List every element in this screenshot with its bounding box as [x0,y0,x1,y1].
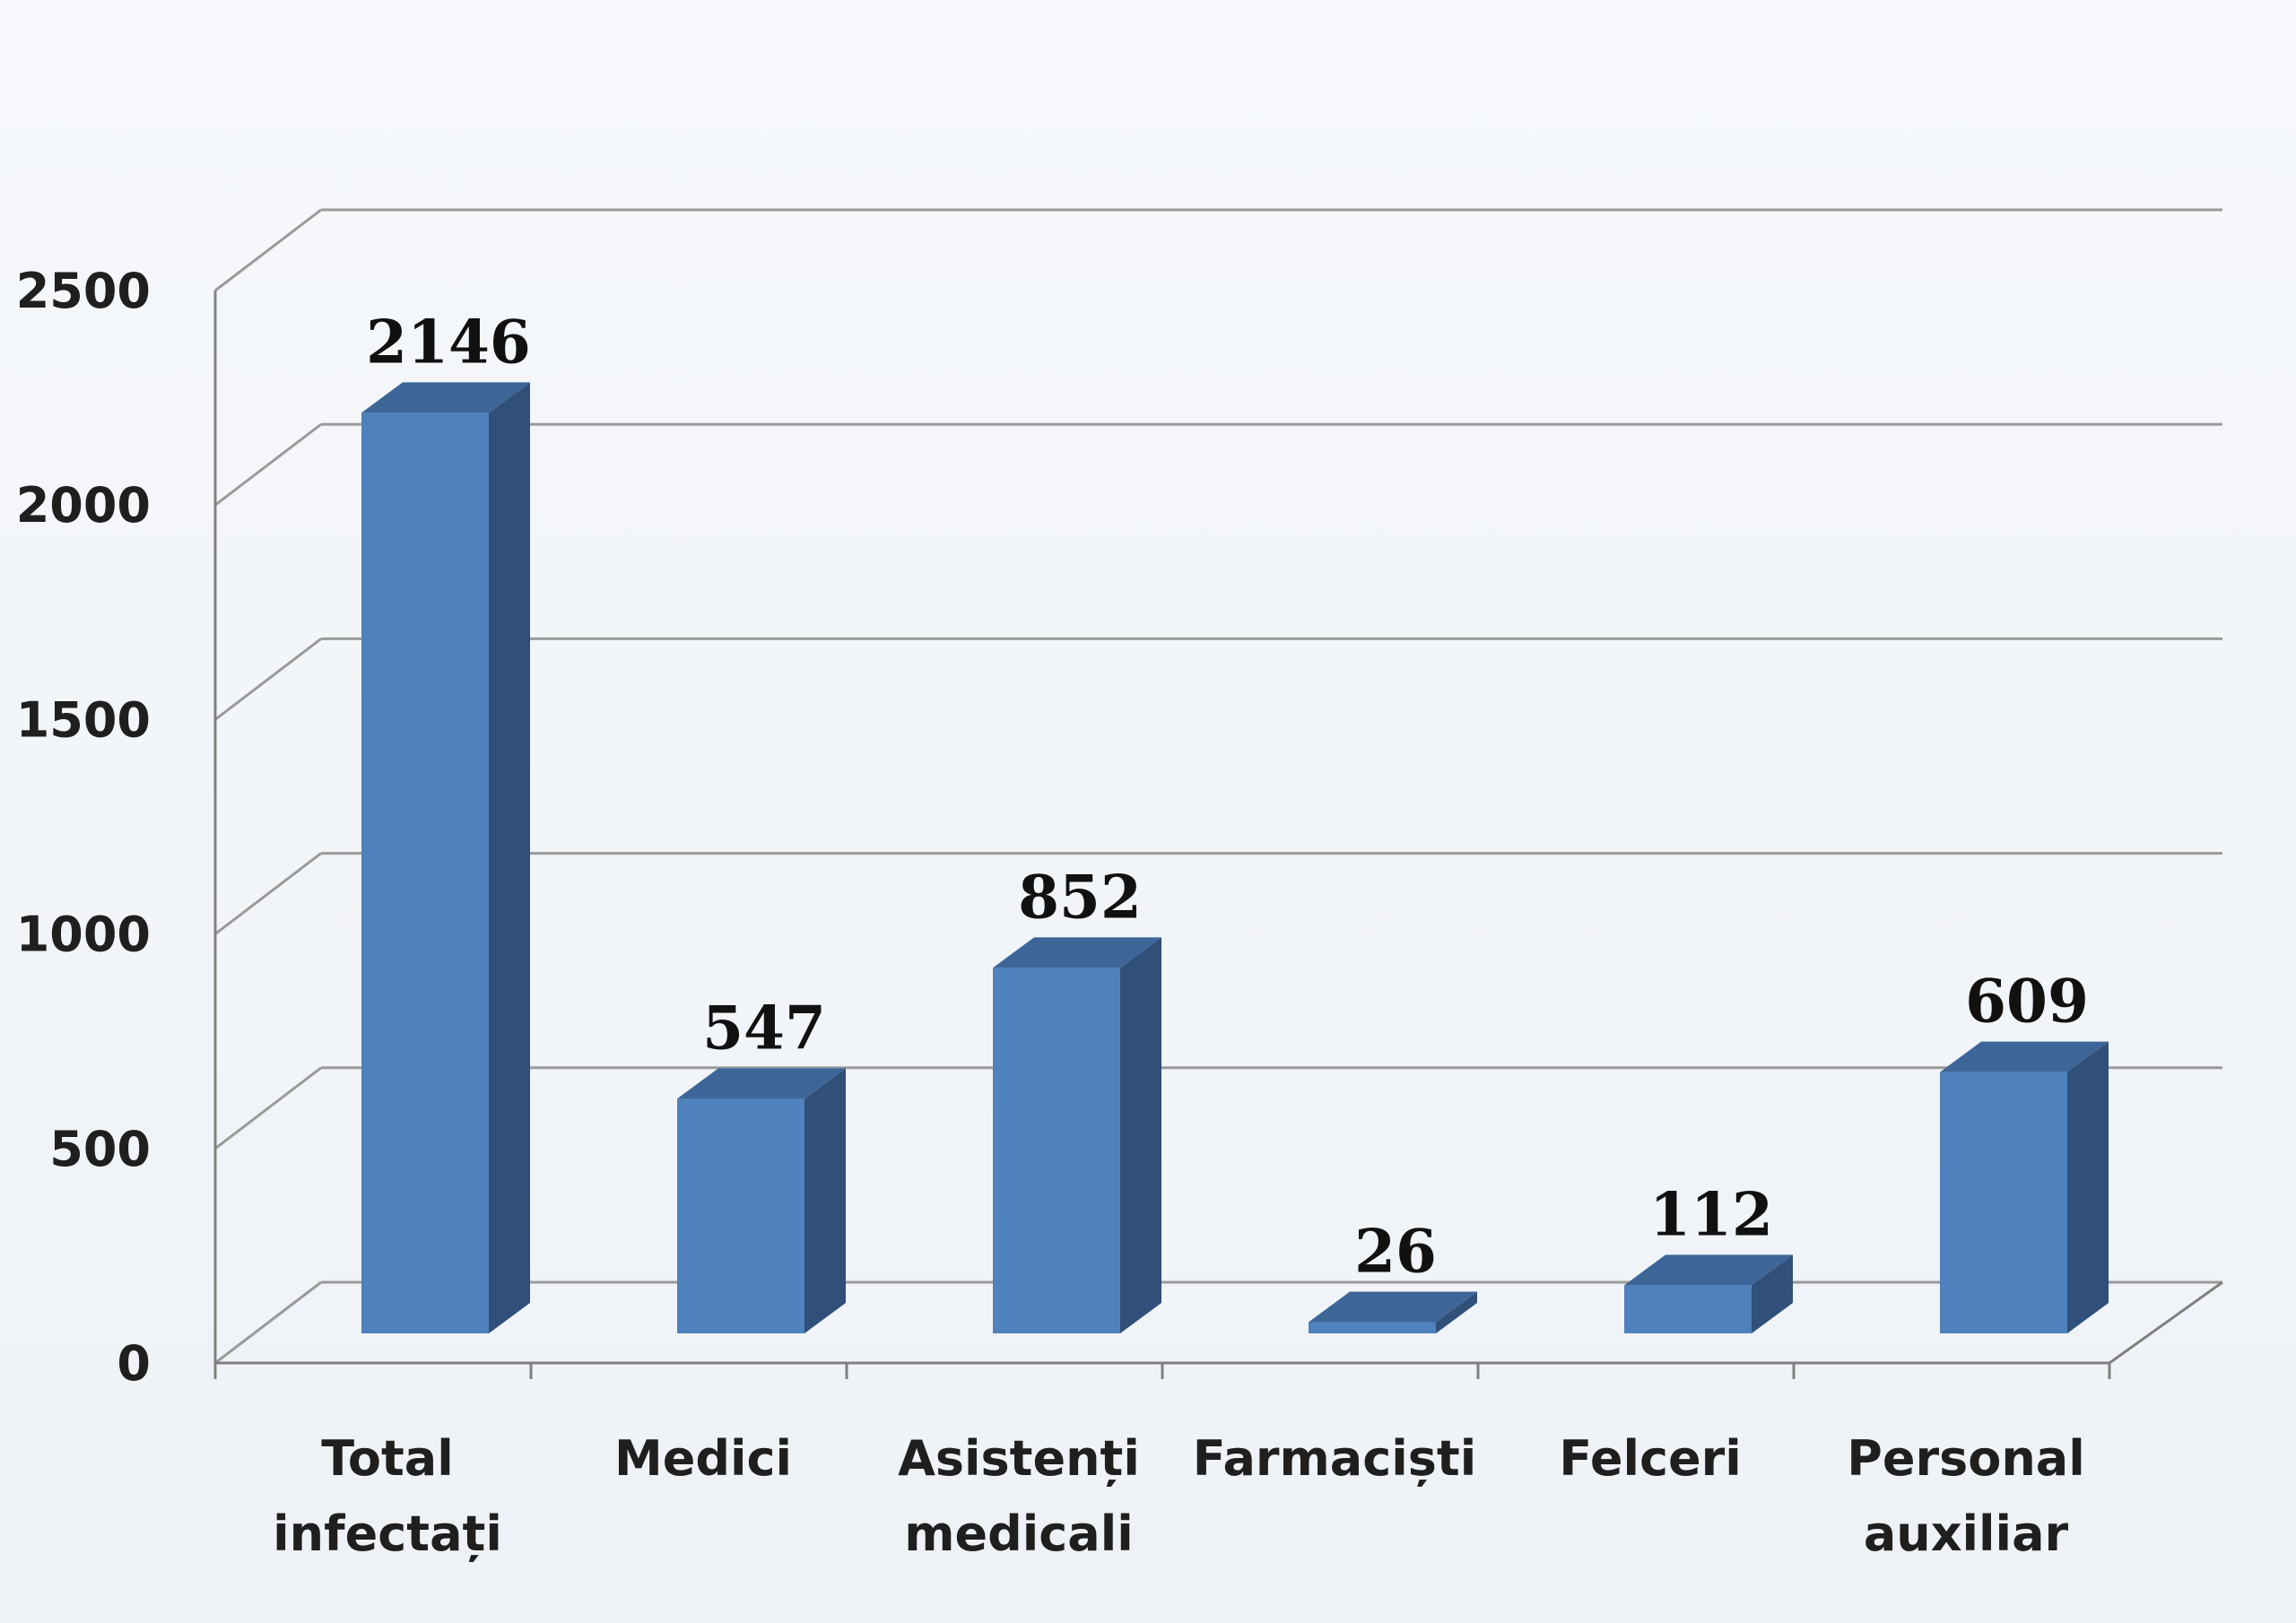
category-label-1-0: Medici [614,1430,792,1487]
bar-top-1 [677,1068,846,1099]
bar-front-0 [361,412,489,1333]
bar-side-0 [489,382,530,1333]
y-tick-label-0: 0 [117,1335,151,1392]
side-gridline-500 [214,1066,322,1150]
data-label-5: 609 [1965,967,2089,1037]
bar-top-4 [1624,1254,1793,1286]
bar-side-4 [1752,1254,1793,1333]
bar-front-2 [993,968,1120,1333]
data-label-2: 852 [1018,862,1142,932]
data-label-4: 112 [1649,1179,1773,1249]
bar-top-3 [1309,1291,1477,1323]
bar-front-3 [1309,1322,1436,1333]
bar-front-4 [1624,1285,1752,1333]
y-tick-label-2500: 2500 [16,263,151,319]
bar-top-0 [361,382,530,413]
bar-side-2 [1120,937,1161,1333]
data-label-0: 2146 [366,307,531,377]
bar-top-5 [1940,1041,2109,1072]
side-gridline-0 [214,1280,322,1365]
y-tick-label-2000: 2000 [16,477,151,534]
y-tick-label-500: 500 [49,1121,151,1177]
y-tick-label-1000: 1000 [16,907,151,963]
bar-front-5 [1940,1072,2067,1333]
floor-right-edge [2109,1280,2223,1365]
category-label-2-1: medicali [904,1506,1134,1562]
category-label-4-0: Felceri [1559,1430,1742,1487]
side-gridline-2500 [214,208,322,292]
category-label-3-0: Farmaciști [1193,1430,1477,1487]
side-gridline-1000 [214,852,322,935]
category-label-5-1: auxiliar [1864,1506,2069,1562]
y-tick-label-1500: 1500 [16,691,151,748]
data-label-1: 547 [702,993,826,1063]
category-label-0-1: infectați [273,1506,502,1562]
category-label-5-0: Personal [1847,1430,2084,1487]
category-label-0-0: Total [321,1430,454,1487]
bar-front-1 [677,1098,804,1333]
bar-top-2 [993,937,1161,968]
bar-side-1 [804,1068,846,1333]
side-gridline-1500 [214,638,322,721]
bar-side-3 [1436,1291,1477,1333]
side-gridline-2000 [214,423,322,507]
bar-side-5 [2067,1041,2109,1333]
data-label-3: 26 [1354,1217,1437,1287]
category-label-2-0: Asistenți [898,1430,1140,1487]
